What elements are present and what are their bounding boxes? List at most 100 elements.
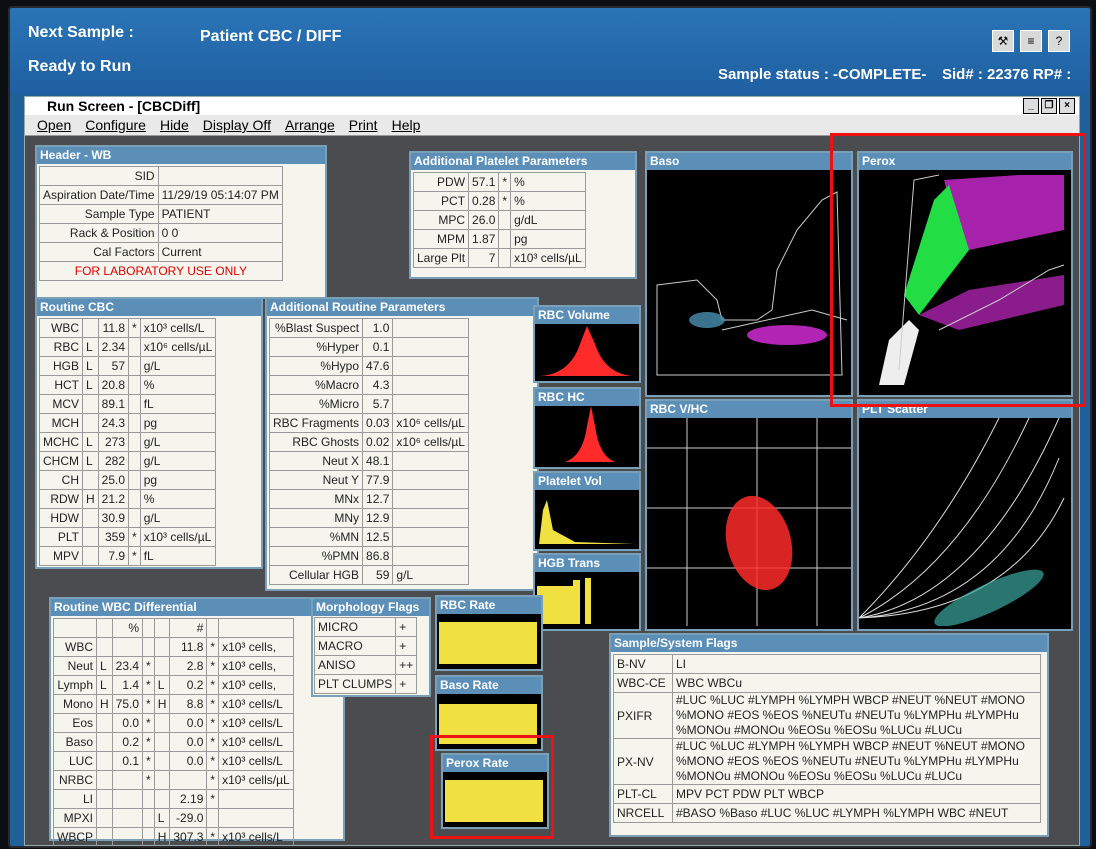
table-cell: MICRO: [313, 617, 397, 637]
table-cell: 12.9: [362, 508, 394, 528]
table-row: PDW 57.1 *%: [412, 172, 586, 192]
menu-arrange[interactable]: Arrange: [284, 117, 335, 133]
table-cell: 25.0: [97, 470, 130, 490]
table-row: %PMN 86.8: [268, 546, 469, 566]
window-title-text: Run Screen - [CBCDiff]: [47, 98, 201, 114]
table-cell: [96, 732, 113, 752]
table-cell: x10³ cells/µL: [510, 248, 586, 268]
menu-open[interactable]: Open: [37, 117, 72, 133]
menu-hide[interactable]: Hide: [159, 117, 189, 133]
table-cell: [111, 827, 144, 846]
table-row: Neut X 48.1: [268, 451, 469, 471]
table-cell: 77.9: [362, 470, 394, 490]
plot-title: Baso Rate: [437, 677, 541, 694]
table-cell: 30.9: [97, 508, 130, 528]
table-cell: 20.8: [97, 375, 130, 395]
table-cell: 7: [468, 248, 500, 268]
table-row: HDW 30.9 g/L: [39, 508, 217, 528]
platelet-params-panel: Additional Platelet Parameters PDW 57.1 *%…: [409, 151, 637, 279]
table-row: WBC 11.8 * x10³ cells/L: [39, 318, 217, 338]
rbc-vhc-scatter: [647, 418, 851, 626]
table-cell: [82, 527, 99, 547]
table-cell: *: [142, 694, 155, 714]
table-cell: [153, 713, 171, 733]
table-cell: [96, 770, 113, 790]
table-cell: MNx: [268, 489, 364, 509]
table-row: MICRO +: [313, 617, 418, 637]
menu-display-off[interactable]: Display Off: [202, 117, 271, 133]
baso-scatter: [656, 191, 848, 376]
wbc-differential-panel: Routine WBC Differential % # WBC 11.8 * x10³ …: [49, 597, 345, 846]
table-cell: L: [96, 675, 113, 695]
table-cell: WBC: [39, 318, 83, 338]
plot-title: RBC V/HC: [647, 401, 851, 418]
table-cell: PATIENT: [157, 204, 283, 224]
table-row: MPM 1.87 pg: [412, 229, 586, 249]
table-cell: pg: [510, 229, 586, 249]
table-row: B-NV LI: [613, 654, 1041, 674]
table-row: MNy 12.9: [268, 508, 469, 528]
restore-icon[interactable]: ❐: [1041, 98, 1057, 114]
table-cell: [111, 789, 144, 809]
table-cell: 2.19: [169, 789, 208, 809]
table-row: RBC Ghosts 0.02 x10⁶ cells/µL: [268, 432, 469, 452]
table-cell: %: [111, 618, 144, 638]
table-cell: 8.8: [169, 694, 208, 714]
menu-help[interactable]: Help: [391, 117, 421, 133]
table-cell: [218, 618, 294, 638]
perox-plot: Perox: [857, 151, 1073, 397]
table-cell: x10³ cells,: [218, 656, 294, 676]
table-cell: %MN: [268, 527, 364, 547]
table-row: %Macro 4.3: [268, 375, 469, 395]
table-row: Lymph L 1.4 * L 0.2 * x10³ cells,: [53, 675, 294, 695]
table-cell: L: [82, 432, 99, 452]
table-cell: L: [82, 375, 99, 395]
table-cell: 0.0: [169, 751, 208, 771]
platelet-vol-plot: Platelet Vol: [533, 471, 641, 551]
table-row: Baso 0.2 * 0.0 * x10³ cells/L: [53, 732, 294, 752]
table-cell: [218, 789, 294, 809]
table-cell: g/L: [139, 356, 217, 376]
table-cell: [111, 637, 144, 657]
next-sample-value: Patient CBC / DIFF: [200, 28, 342, 45]
hgb-trans-histogram: [537, 578, 591, 624]
table-cell: Neut Y: [268, 470, 364, 490]
table-cell: [96, 808, 113, 828]
table-cell: [206, 808, 220, 828]
table-cell: 26.0: [468, 210, 500, 230]
table-cell: L: [82, 356, 99, 376]
table-cell: MCH: [39, 413, 83, 433]
table-cell: HDW: [39, 508, 83, 528]
table-cell: [128, 413, 141, 433]
table-cell: Current: [157, 242, 283, 262]
table-cell: PDW: [412, 172, 470, 192]
table-cell: *: [206, 637, 220, 657]
menu-bar: Open Configure Hide Display Off Arrange …: [25, 115, 1079, 136]
table-cell: Mono: [53, 694, 97, 714]
table-cell: %Hyper: [268, 337, 364, 357]
table-cell: [153, 789, 171, 809]
table-cell: [153, 637, 171, 657]
report-icon[interactable]: ≡: [1020, 30, 1042, 52]
table-cell: L: [96, 656, 113, 676]
plot-title: Perox Rate: [443, 755, 547, 772]
help-icon[interactable]: ?: [1048, 30, 1070, 52]
table-cell: [392, 546, 469, 566]
table-cell: x10³ cells/µL: [218, 770, 294, 790]
table-cell: [128, 394, 141, 414]
table-cell: 0.1: [362, 337, 394, 357]
table-cell: 0.2: [111, 732, 144, 752]
close-icon[interactable]: ×: [1059, 98, 1075, 114]
lab-use-notice: FOR LABORATORY USE ONLY: [39, 261, 283, 281]
minimize-icon[interactable]: _: [1023, 98, 1039, 114]
table-cell: [169, 770, 208, 790]
table-cell: [96, 751, 113, 771]
table-cell: #: [169, 618, 208, 638]
table-cell: MCV: [39, 394, 83, 414]
table-cell: [128, 489, 141, 509]
table-row: Sample Type PATIENT: [39, 204, 283, 224]
table-cell: [96, 827, 113, 846]
menu-print[interactable]: Print: [348, 117, 378, 133]
tools-icon[interactable]: ⚒: [992, 30, 1014, 52]
menu-configure[interactable]: Configure: [85, 117, 146, 133]
